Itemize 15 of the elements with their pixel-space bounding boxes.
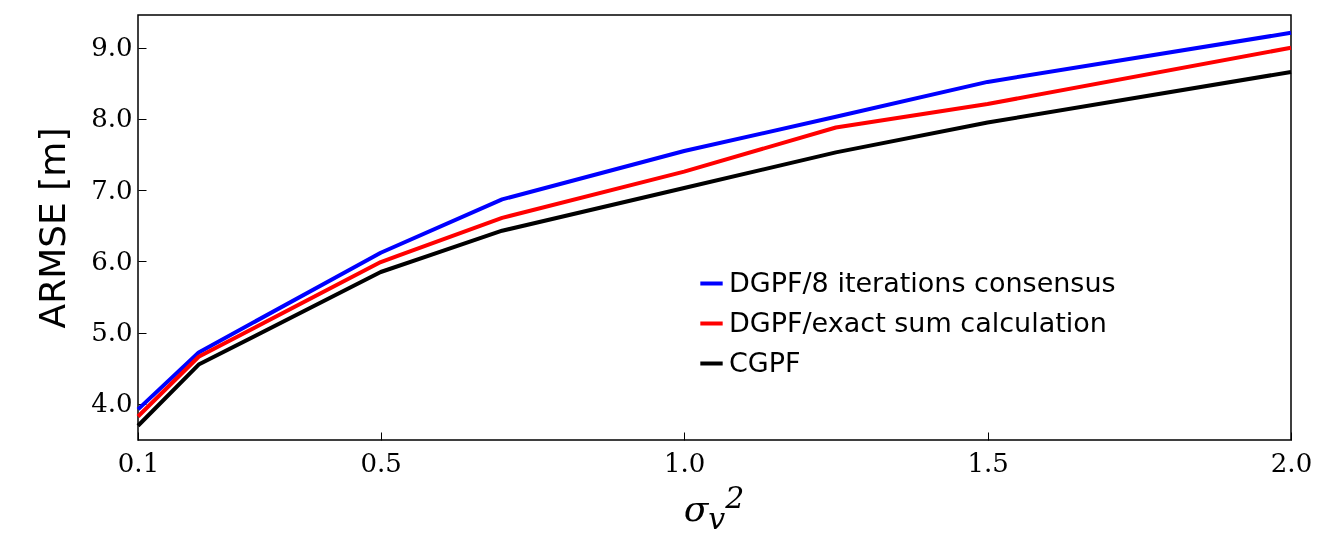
y-tick-label: 9.0 [91, 32, 133, 63]
x-tick-label: 2.0 [1270, 447, 1313, 478]
x-tick-label: 1.0 [663, 447, 706, 478]
y-tick-label: 8.0 [91, 103, 133, 134]
y-tick-label: 7.0 [91, 174, 133, 205]
legend-label: CGPF [729, 346, 801, 378]
x-tick-label: 0.1 [117, 447, 160, 478]
legend-label: DGPF/exact sum calculation [729, 306, 1107, 338]
legend-label: DGPF/8 iterations consensus [729, 266, 1116, 298]
y-tick-label: 6.0 [91, 245, 133, 276]
x-tick-label: 0.5 [360, 447, 402, 478]
x-tick-label: 1.5 [967, 447, 1009, 478]
y-tick-label: 4.0 [91, 388, 133, 419]
y-axis-title: ARMSE [m] [32, 127, 74, 329]
y-tick-label: 5.0 [91, 317, 133, 347]
